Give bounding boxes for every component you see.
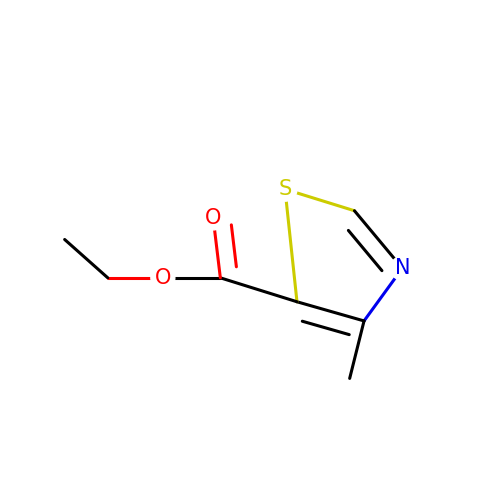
Text: N: N [395,258,410,278]
Text: O: O [205,208,221,228]
Text: O: O [155,268,171,288]
Circle shape [390,256,414,280]
Text: S: S [278,179,292,199]
Circle shape [201,206,225,230]
Circle shape [273,177,297,201]
Circle shape [151,266,175,290]
